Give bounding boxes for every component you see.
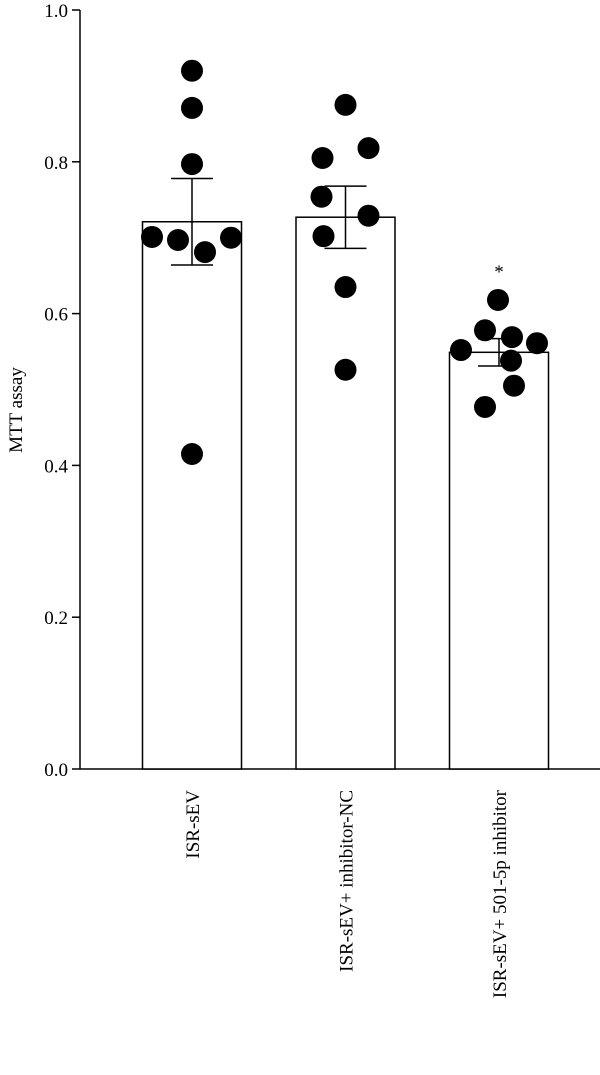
x-tick-label: ISR-sEV+ inhibitor-NC: [337, 790, 358, 972]
x-tick-label: ISR-sEV: [183, 790, 204, 859]
data-point: [503, 374, 525, 397]
y-tick-label: 1.0: [44, 1, 68, 22]
data-point: [487, 288, 509, 311]
y-tick-label: 0.6: [44, 305, 68, 326]
data-point: [357, 137, 380, 160]
data-point: [501, 326, 523, 349]
data-point: [334, 276, 357, 299]
data-point: [334, 93, 357, 116]
data-point: [181, 59, 203, 82]
data-point: [526, 332, 548, 355]
data-point: [181, 443, 203, 466]
data-point: [357, 204, 380, 227]
x-tick-label: ISR-sEV+ 501-5p inhibitor: [490, 789, 511, 998]
data-point: [167, 228, 189, 251]
data-point: [311, 147, 334, 170]
annotation: *: [494, 262, 504, 283]
bar: [448, 351, 550, 770]
y-tick-label: 0.4: [44, 456, 68, 477]
y-tick-label: 0.8: [44, 153, 68, 174]
y-tick-label: 0.0: [44, 760, 68, 781]
data-point: [141, 225, 163, 248]
y-tick-label: 0.2: [44, 608, 68, 629]
data-point: [312, 225, 335, 248]
data-point: [450, 339, 472, 362]
data-point: [194, 241, 216, 264]
y-axis-label: MTT assay: [6, 367, 27, 453]
bar: [295, 216, 396, 770]
data-point: [474, 395, 496, 418]
bar: [141, 221, 243, 770]
data-point: [220, 226, 242, 249]
data-point: [310, 185, 333, 208]
data-point: [334, 358, 357, 381]
data-point: [474, 319, 496, 342]
data-point: [500, 349, 522, 372]
data-point: [181, 96, 203, 119]
data-point: [181, 153, 203, 176]
